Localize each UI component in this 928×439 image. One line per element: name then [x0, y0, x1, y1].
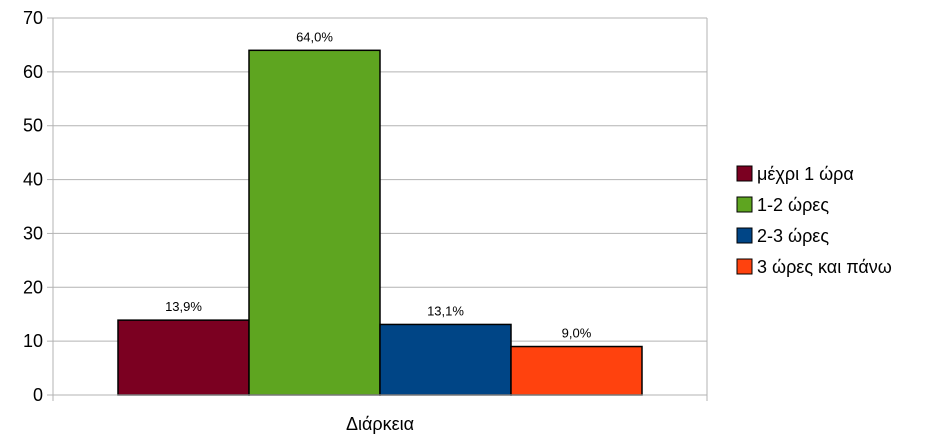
bar [510, 345, 643, 396]
legend-label: 3 ώρες και πάνω [757, 257, 892, 277]
bar [117, 319, 250, 396]
legend-label: 1-2 ώρες [757, 195, 829, 215]
x-category-label: Διάρκεια [346, 414, 414, 434]
data-label: 13,9% [165, 299, 202, 314]
data-label: 9,0% [562, 326, 592, 341]
data-labels: 13,9% 64,0% 13,1% 9,0% [165, 29, 592, 340]
y-tick-label: 40 [23, 170, 43, 190]
legend-swatch [736, 258, 753, 275]
y-tick-label: 0 [33, 385, 43, 405]
y-tick-label: 30 [23, 223, 43, 243]
bar [379, 323, 512, 396]
bars [117, 49, 643, 396]
bar [248, 49, 381, 396]
legend: μέχρι 1 ώρα 1-2 ώρες 2-3 ώρες 3 ώρες και πά… [736, 164, 892, 277]
axes: 0 10 20 30 40 50 60 70 Διάρκεια [23, 8, 708, 434]
y-tick-label: 60 [23, 62, 43, 82]
y-tick-label: 70 [23, 8, 43, 28]
legend-label: μέχρι 1 ώρα [757, 164, 854, 184]
legend-label: 2-3 ώρες [757, 226, 829, 246]
legend-swatch [736, 196, 753, 213]
y-tick-label: 10 [23, 331, 43, 351]
legend-swatch [736, 227, 753, 244]
data-label: 13,1% [427, 303, 464, 318]
legend-swatch [736, 165, 753, 182]
y-tick-label: 50 [23, 116, 43, 136]
y-tick-label: 20 [23, 277, 43, 297]
data-label: 64,0% [296, 29, 333, 44]
